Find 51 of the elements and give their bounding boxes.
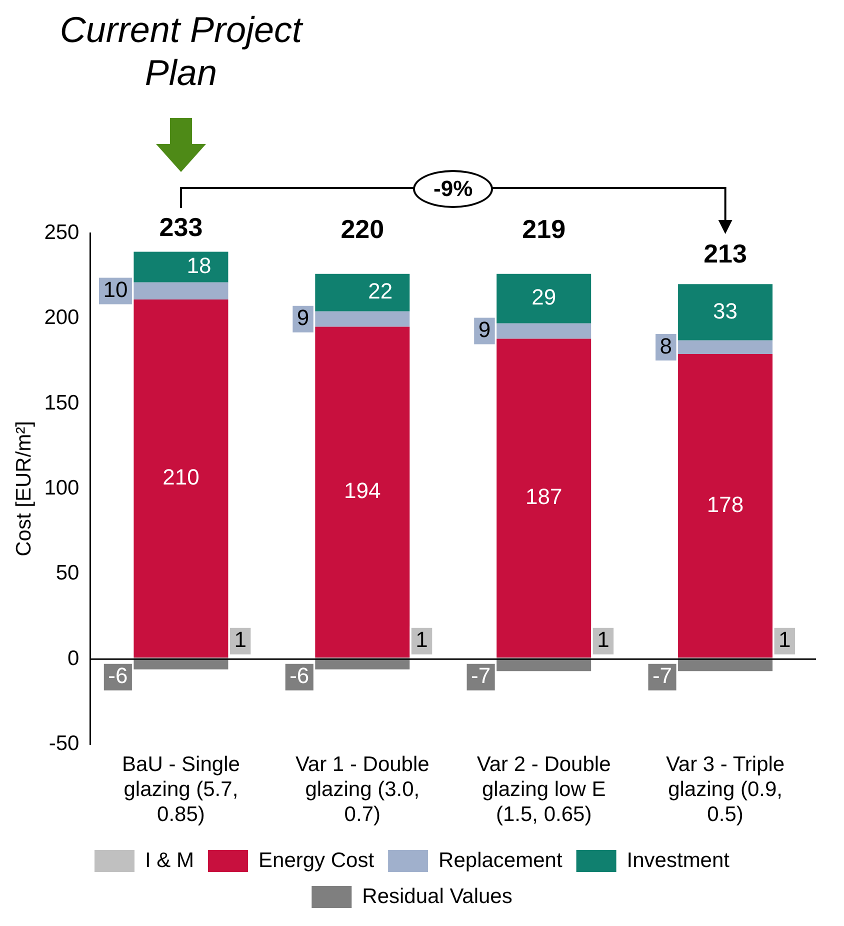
bar: [496, 274, 592, 324]
legend-label: Energy Cost: [258, 848, 374, 872]
data-label: 29: [532, 284, 556, 310]
bar: [315, 274, 410, 312]
y-tick-label: 150: [44, 391, 80, 414]
data-label: 1: [778, 627, 791, 652]
data-label: 210: [162, 464, 200, 490]
total-label: 219: [522, 214, 566, 244]
y-tick-label: 50: [56, 562, 80, 585]
data-label: 1: [416, 627, 428, 652]
data-label: 1: [597, 627, 610, 652]
data-label: 187: [525, 484, 562, 510]
data-label: 9: [296, 305, 310, 330]
bar: [496, 338, 592, 658]
bar: [134, 252, 228, 282]
data-label: -6: [290, 663, 310, 688]
x-tick-label: Var 1 - Double glazing (3.0, 0.7): [295, 752, 430, 826]
y-tick-label: 200: [44, 306, 80, 330]
y-tick-label: -50: [48, 732, 80, 756]
bar: [315, 326, 410, 658]
x-tick-label: Var 3 - Triple glazing (0.9, 0.5): [666, 752, 785, 826]
bar: [134, 299, 228, 658]
data-label: 10: [103, 277, 128, 302]
data-label: 194: [344, 478, 381, 504]
legend-label: Replacement: [438, 848, 562, 872]
text: Current Project Plan: [58, 8, 304, 94]
y-tick-label: 100: [44, 476, 80, 500]
y-axis-title: Cost [EUR/m²]: [12, 421, 36, 556]
legend-label: Investment: [626, 848, 730, 872]
data-label: -7: [652, 663, 672, 688]
data-label: 8: [660, 333, 672, 358]
data-label: -6: [108, 663, 128, 688]
bar: [678, 284, 773, 340]
data-label: 9: [478, 317, 491, 342]
data-label: 178: [706, 492, 744, 517]
total-label: 233: [159, 212, 203, 242]
x-tick-label: BaU - Single glazing (5.7, 0.85): [122, 752, 240, 826]
data-label: 18: [186, 253, 212, 278]
legend-label: Residual Values: [362, 884, 512, 908]
total-label: 220: [340, 214, 384, 244]
data-label: -7: [471, 663, 491, 688]
y-tick-label: 250: [44, 220, 80, 244]
data-label: 22: [368, 278, 393, 304]
total-label: 213: [704, 238, 747, 268]
data-label: 1: [234, 627, 246, 652]
legend-label: I & M: [145, 848, 194, 872]
data-label: 33: [713, 298, 738, 324]
x-tick-label: Var 2 - Double glazing low E (1.5, 0.65): [476, 752, 611, 826]
y-tick-label: 0: [68, 646, 80, 670]
text: -9%: [413, 170, 494, 208]
bar: [678, 354, 773, 658]
